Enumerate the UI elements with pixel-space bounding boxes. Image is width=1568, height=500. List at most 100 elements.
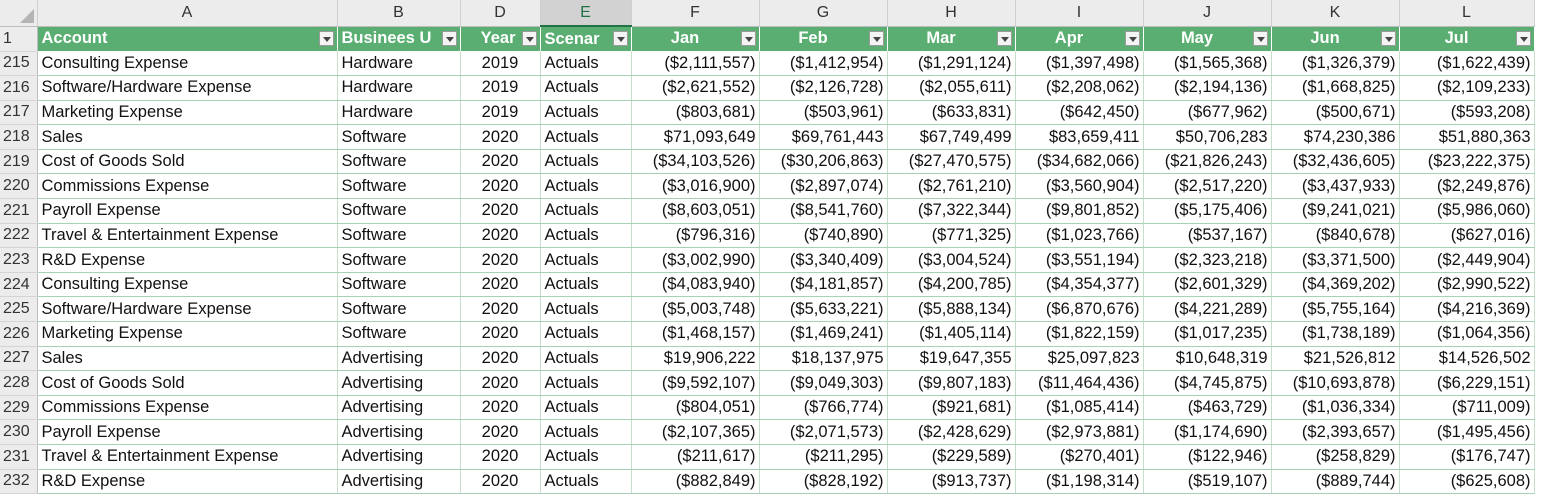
- table-cell[interactable]: ($3,004,524): [887, 247, 1016, 273]
- table-cell[interactable]: 2020: [460, 149, 541, 175]
- table-cell[interactable]: ($2,761,210): [887, 173, 1016, 200]
- table-cell[interactable]: 2020: [460, 321, 541, 347]
- table-cell[interactable]: 2020: [460, 247, 541, 273]
- table-cell[interactable]: Actuals: [540, 321, 632, 347]
- table-cell[interactable]: ($2,897,074): [759, 173, 888, 200]
- table-cell[interactable]: Payroll Expense: [37, 198, 338, 224]
- table-cell[interactable]: ($2,517,220): [1143, 173, 1272, 200]
- row-number[interactable]: 215: [0, 51, 38, 77]
- column-letter[interactable]: J: [1143, 0, 1272, 27]
- table-cell[interactable]: ($5,986,060): [1399, 198, 1535, 224]
- table-cell[interactable]: $50,706,283: [1143, 124, 1272, 150]
- table-cell[interactable]: ($2,249,876): [1399, 173, 1535, 200]
- table-cell[interactable]: ($270,401): [1015, 444, 1144, 470]
- table-cell[interactable]: ($1,405,114): [887, 321, 1016, 347]
- table-cell[interactable]: ($6,870,676): [1015, 296, 1144, 323]
- table-cell[interactable]: Actuals: [540, 173, 632, 200]
- table-cell[interactable]: ($3,340,409): [759, 247, 888, 273]
- row-number[interactable]: 220: [0, 173, 38, 200]
- table-cell[interactable]: ($1,036,334): [1271, 395, 1400, 421]
- table-cell[interactable]: ($1,738,189): [1271, 321, 1400, 347]
- table-cell[interactable]: $19,906,222: [631, 346, 760, 372]
- filter-dropdown-icon[interactable]: [521, 30, 537, 46]
- table-cell[interactable]: Actuals: [540, 198, 632, 224]
- table-cell[interactable]: Software: [337, 223, 461, 249]
- table-cell[interactable]: Cost of Goods Sold: [37, 370, 338, 396]
- table-cell[interactable]: ($503,961): [759, 100, 888, 126]
- table-cell[interactable]: ($122,946): [1143, 444, 1272, 470]
- table-cell[interactable]: Consulting Expense: [37, 272, 338, 298]
- table-cell[interactable]: Actuals: [540, 51, 632, 77]
- table-cell[interactable]: ($211,617): [631, 444, 760, 470]
- table-cell[interactable]: Software/Hardware Expense: [37, 75, 338, 101]
- table-cell[interactable]: ($633,831): [887, 100, 1016, 126]
- filter-dropdown-icon[interactable]: [441, 30, 457, 46]
- column-header-cell[interactable]: Jun: [1271, 26, 1400, 51]
- table-cell[interactable]: ($11,464,436): [1015, 370, 1144, 396]
- table-cell[interactable]: Payroll Expense: [37, 419, 338, 445]
- column-header-cell[interactable]: Year: [460, 26, 541, 51]
- table-cell[interactable]: ($4,181,857): [759, 272, 888, 298]
- table-cell[interactable]: ($627,016): [1399, 223, 1535, 249]
- row-number[interactable]: 218: [0, 124, 38, 150]
- table-cell[interactable]: $69,761,443: [759, 124, 888, 150]
- table-cell[interactable]: ($2,621,552): [631, 75, 760, 101]
- table-cell[interactable]: ($8,603,051): [631, 198, 760, 224]
- table-cell[interactable]: ($229,589): [887, 444, 1016, 470]
- table-cell[interactable]: ($4,745,875): [1143, 370, 1272, 396]
- table-cell[interactable]: ($1,397,498): [1015, 51, 1144, 77]
- column-letter[interactable]: F: [631, 0, 760, 27]
- table-cell[interactable]: ($796,316): [631, 223, 760, 249]
- table-cell[interactable]: $71,093,649: [631, 124, 760, 150]
- column-letter[interactable]: I: [1015, 0, 1144, 27]
- table-cell[interactable]: Actuals: [540, 100, 632, 126]
- table-cell[interactable]: 2020: [460, 346, 541, 372]
- table-cell[interactable]: 2019: [460, 75, 541, 101]
- table-cell[interactable]: Actuals: [540, 395, 632, 421]
- column-header-cell[interactable]: Feb: [759, 26, 888, 51]
- table-cell[interactable]: ($593,208): [1399, 100, 1535, 126]
- table-cell[interactable]: 2020: [460, 272, 541, 298]
- table-cell[interactable]: ($1,291,124): [887, 51, 1016, 77]
- row-number[interactable]: 223: [0, 247, 38, 273]
- table-cell[interactable]: $10,648,319: [1143, 346, 1272, 372]
- table-cell[interactable]: $51,880,363: [1399, 124, 1535, 150]
- table-cell[interactable]: Software: [337, 296, 461, 323]
- table-cell[interactable]: ($258,829): [1271, 444, 1400, 470]
- table-cell[interactable]: ($740,890): [759, 223, 888, 249]
- table-cell[interactable]: Travel & Entertainment Expense: [37, 223, 338, 249]
- table-cell[interactable]: ($921,681): [887, 395, 1016, 421]
- table-cell[interactable]: ($463,729): [1143, 395, 1272, 421]
- table-cell[interactable]: ($1,495,456): [1399, 419, 1535, 445]
- column-letter[interactable]: K: [1271, 0, 1400, 27]
- table-cell[interactable]: ($711,009): [1399, 395, 1535, 421]
- column-header-cell[interactable]: Jul: [1399, 26, 1535, 51]
- row-number[interactable]: 216: [0, 75, 38, 101]
- table-cell[interactable]: 2020: [460, 124, 541, 150]
- column-letter[interactable]: D: [460, 0, 541, 27]
- table-cell[interactable]: ($3,002,990): [631, 247, 760, 273]
- table-cell[interactable]: ($2,109,233): [1399, 75, 1535, 101]
- column-letter[interactable]: E: [540, 0, 632, 27]
- row-number[interactable]: 231: [0, 444, 38, 470]
- table-cell[interactable]: ($23,222,375): [1399, 149, 1535, 175]
- table-cell[interactable]: ($1,565,368): [1143, 51, 1272, 77]
- table-cell[interactable]: ($2,055,611): [887, 75, 1016, 101]
- filter-dropdown-icon[interactable]: [612, 31, 628, 46]
- table-cell[interactable]: ($625,608): [1399, 469, 1535, 495]
- table-cell[interactable]: Software: [337, 198, 461, 224]
- table-cell[interactable]: $74,230,386: [1271, 124, 1400, 150]
- table-cell[interactable]: ($1,326,379): [1271, 51, 1400, 77]
- table-cell[interactable]: ($4,216,369): [1399, 296, 1535, 323]
- table-cell[interactable]: ($1,412,954): [759, 51, 888, 77]
- table-cell[interactable]: 2020: [460, 296, 541, 323]
- table-cell[interactable]: ($2,111,557): [631, 51, 760, 77]
- table-cell[interactable]: 2020: [460, 395, 541, 421]
- table-cell[interactable]: $83,659,411: [1015, 124, 1144, 150]
- table-cell[interactable]: ($889,744): [1271, 469, 1400, 495]
- table-cell[interactable]: Hardware: [337, 51, 461, 77]
- row-number[interactable]: 1: [0, 26, 38, 52]
- table-cell[interactable]: 2020: [460, 173, 541, 200]
- table-cell[interactable]: ($2,071,573): [759, 419, 888, 445]
- table-cell[interactable]: Actuals: [540, 223, 632, 249]
